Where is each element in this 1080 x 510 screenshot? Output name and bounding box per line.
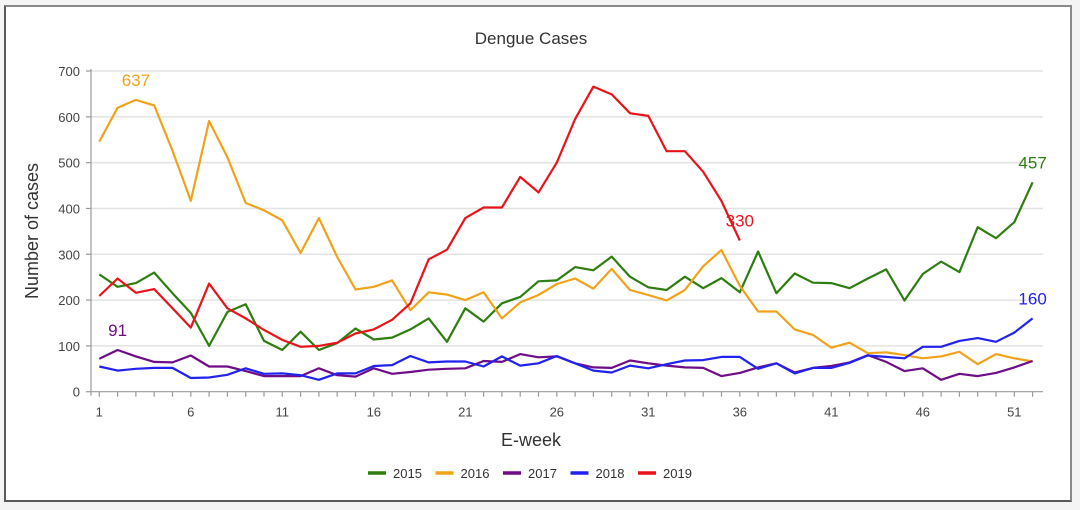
y-tick-label: 400 bbox=[58, 201, 80, 216]
legend-label: 2018 bbox=[596, 466, 625, 481]
y-tick-label: 0 bbox=[73, 385, 80, 400]
legend-label: 2015 bbox=[393, 466, 422, 481]
annotations: 637 91 330 457 160 bbox=[108, 71, 1047, 340]
chart-title: Dengue Cases bbox=[475, 29, 587, 48]
gridlines bbox=[91, 70, 1043, 347]
series-lines bbox=[98, 85, 1034, 381]
y-tick-label: 300 bbox=[58, 247, 80, 262]
y-tick-label: 100 bbox=[58, 339, 80, 354]
annotation-label-2018: 160 bbox=[1018, 289, 1046, 308]
series-2019 bbox=[98, 85, 741, 348]
legend-item-2017[interactable]: 2017 bbox=[503, 466, 557, 481]
series-line-2019[interactable] bbox=[98, 85, 741, 348]
x-axis-title: E-week bbox=[501, 430, 562, 450]
annotation-label-2017: 91 bbox=[108, 321, 127, 340]
x-tick-label: 31 bbox=[641, 405, 655, 420]
x-tick-label: 1 bbox=[96, 405, 103, 420]
series-2017 bbox=[98, 348, 1033, 381]
x-tick-label: 36 bbox=[733, 405, 747, 420]
x-tick-label: 16 bbox=[367, 405, 381, 420]
series-line-2016[interactable] bbox=[98, 98, 1033, 366]
annotation-label-2015: 457 bbox=[1018, 153, 1046, 172]
annotation-label-2016: 637 bbox=[122, 71, 150, 90]
y-tick-label: 700 bbox=[58, 64, 80, 79]
series-2015 bbox=[98, 181, 1034, 352]
x-tick-label: 11 bbox=[276, 405, 290, 420]
legend: 2015 2016 2017 2018 2019 bbox=[368, 466, 692, 481]
y-tick-label: 500 bbox=[58, 156, 80, 171]
chart-frame bbox=[4, 5, 1072, 502]
series-line-2015[interactable] bbox=[98, 181, 1034, 352]
legend-item-2015[interactable]: 2015 bbox=[368, 466, 422, 481]
y-tick-label: 200 bbox=[58, 293, 80, 308]
x-tick-label: 26 bbox=[550, 405, 564, 420]
y-tick-label: 600 bbox=[58, 110, 80, 125]
legend-label: 2019 bbox=[663, 466, 692, 481]
annotation-label-2019: 330 bbox=[726, 212, 754, 231]
x-tick-label: 6 bbox=[187, 405, 194, 420]
x-tick-label: 41 bbox=[824, 405, 838, 420]
legend-label: 2017 bbox=[528, 466, 557, 481]
x-tick-label: 46 bbox=[916, 405, 930, 420]
series-line-2017[interactable] bbox=[98, 348, 1033, 381]
legend-item-2019[interactable]: 2019 bbox=[638, 466, 692, 481]
series-line-2018[interactable] bbox=[99, 317, 1034, 381]
y-axis-title: Number of cases bbox=[22, 163, 42, 299]
legend-label: 2016 bbox=[461, 466, 490, 481]
x-tick-label: 21 bbox=[458, 405, 472, 420]
x-tick-label: 51 bbox=[1007, 405, 1021, 420]
legend-item-2018[interactable]: 2018 bbox=[570, 466, 625, 481]
legend-item-2016[interactable]: 2016 bbox=[435, 466, 490, 481]
series-2016 bbox=[98, 98, 1033, 366]
series-2018 bbox=[99, 317, 1034, 381]
